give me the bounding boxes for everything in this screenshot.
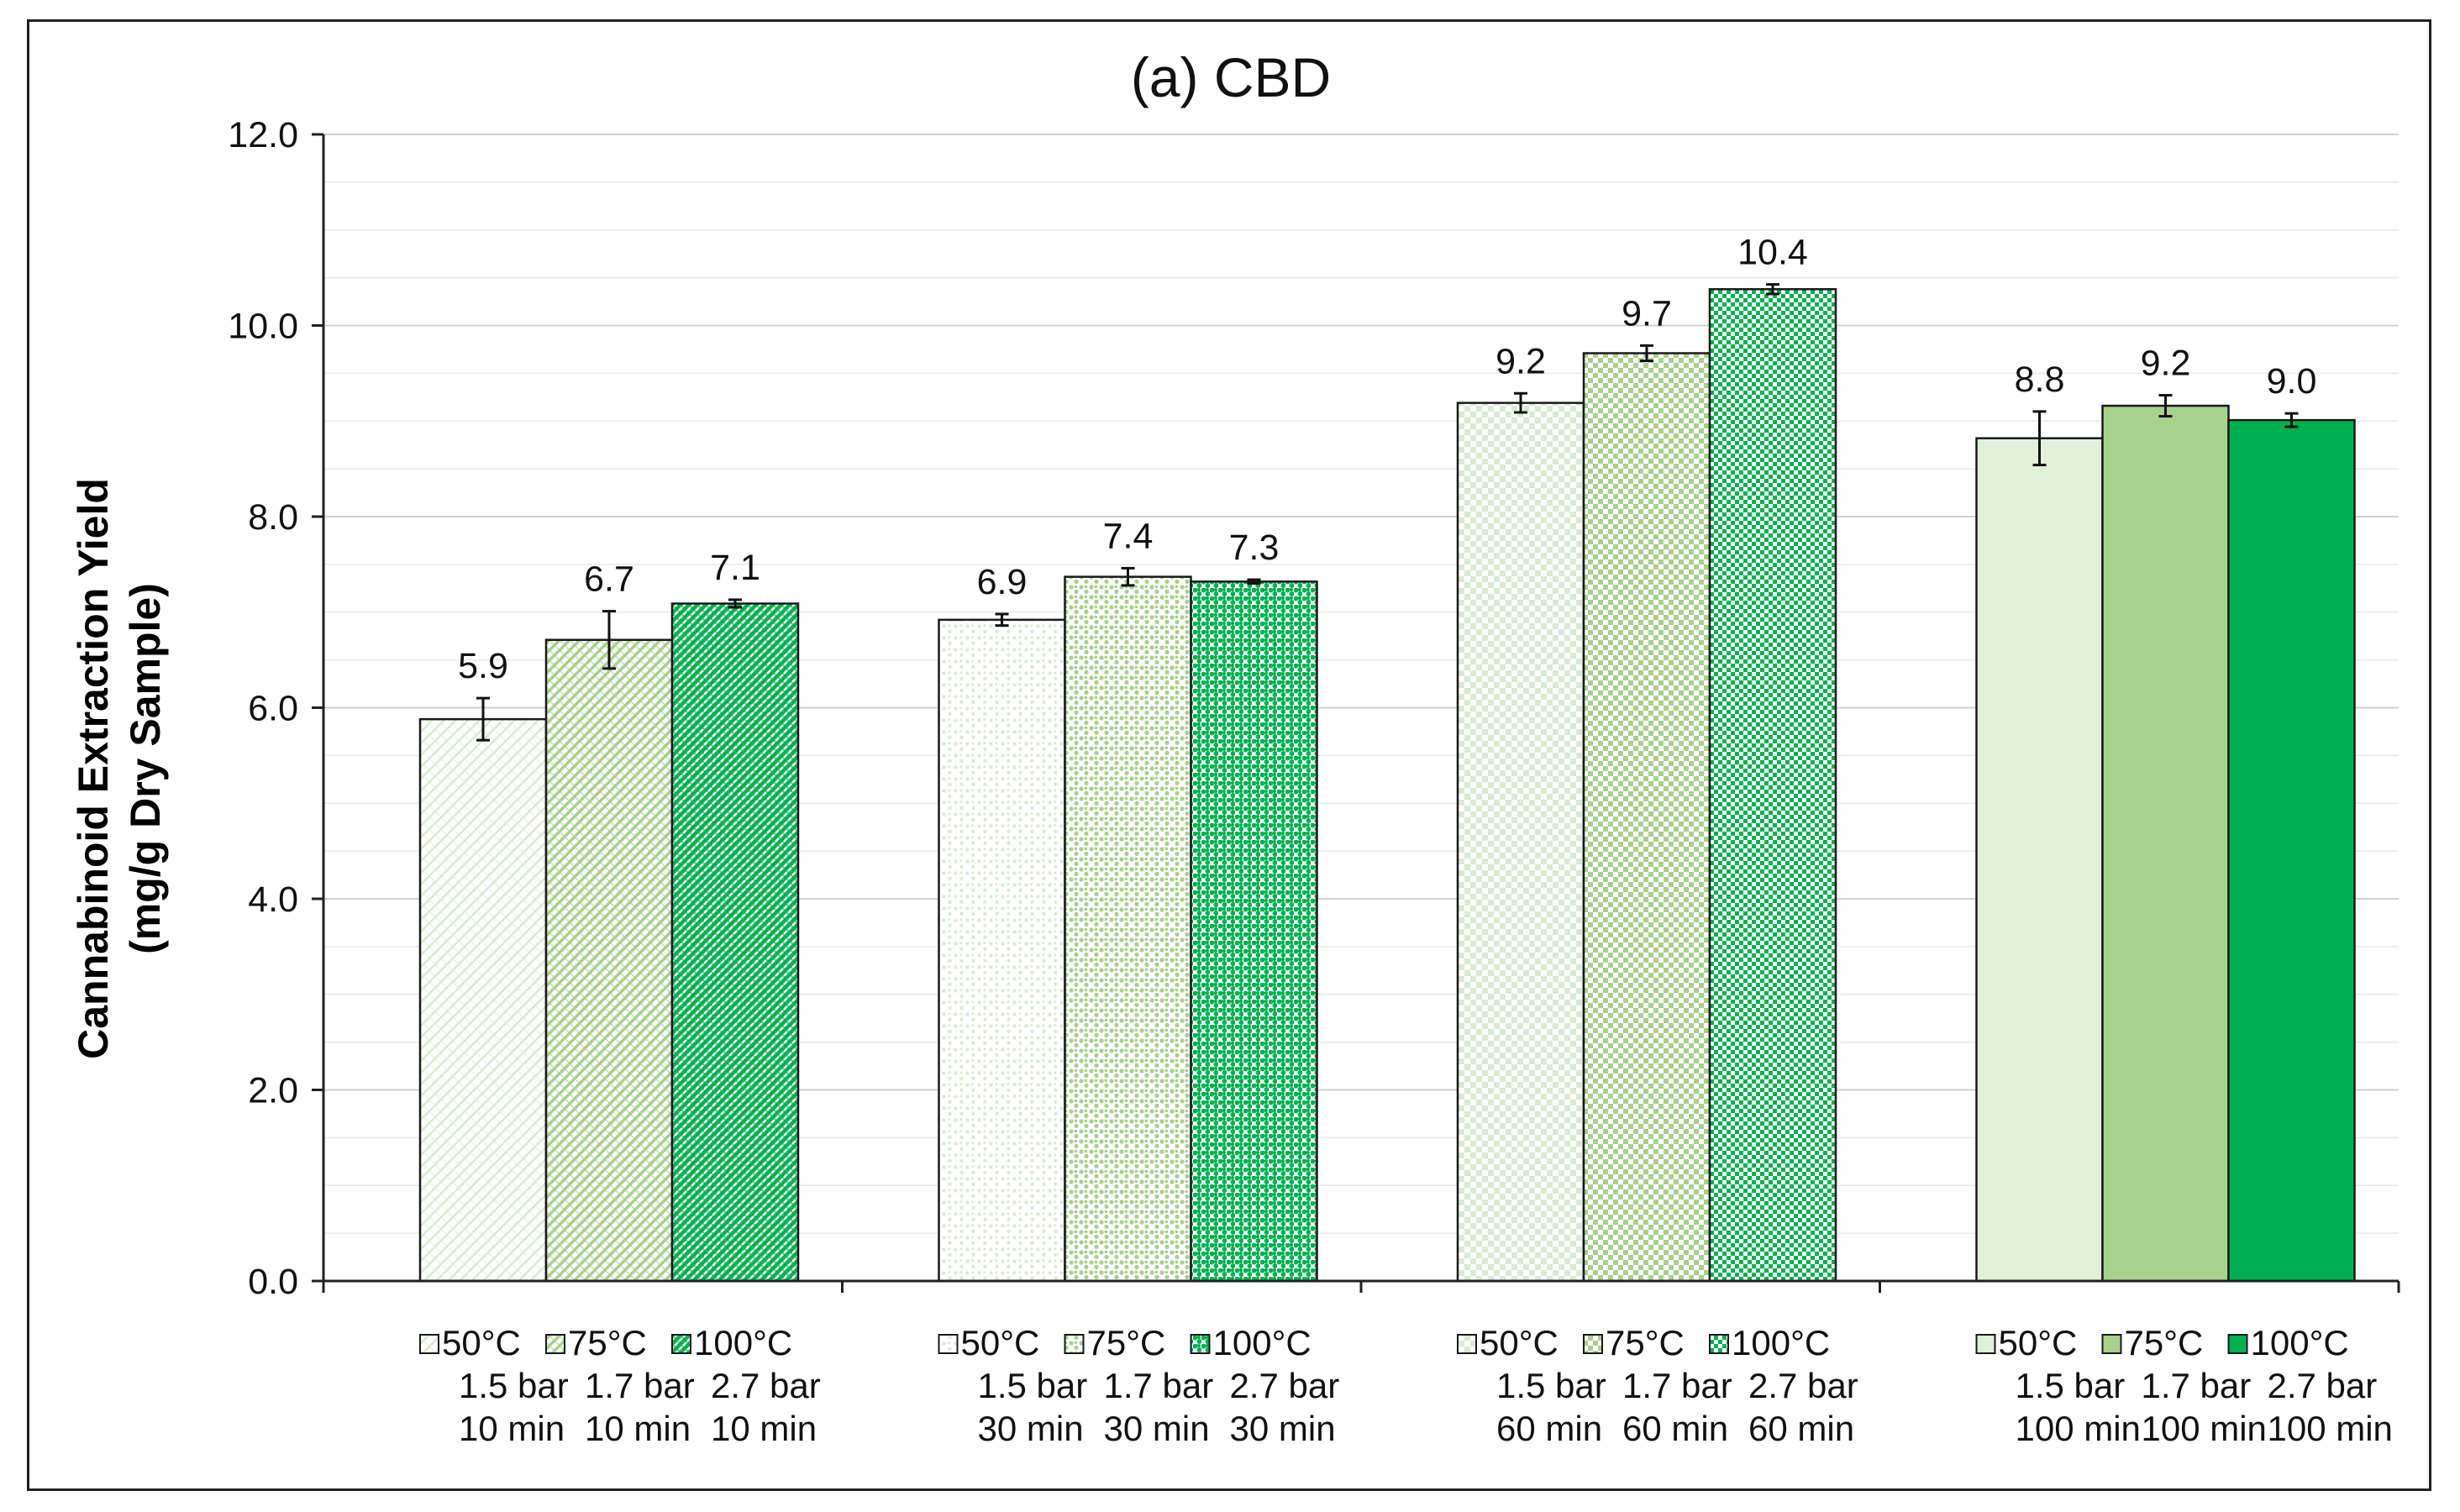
legend-swatch	[2227, 1334, 2248, 1354]
category-time: 10 min	[711, 1409, 817, 1448]
error-bar	[1247, 578, 1261, 585]
category-pressure: 1.5 bar	[459, 1366, 569, 1405]
bar	[544, 638, 674, 1283]
category-pressure: 2.7 bar	[2268, 1366, 2378, 1405]
category-pressure: 1.7 bar	[585, 1366, 695, 1405]
category-pressure: 2.7 bar	[1230, 1366, 1340, 1405]
y-tick-label: 2.0	[248, 1071, 298, 1111]
category-temperature: 50°C	[1999, 1323, 2078, 1362]
category-pressure: 1.7 bar	[2142, 1366, 2252, 1405]
data-label: 9.7	[1622, 293, 1672, 333]
data-label: 7.3	[1229, 528, 1280, 568]
category-temperature: 75°C	[2125, 1323, 2204, 1362]
data-label: 10.4	[1737, 233, 1808, 273]
category-temperature: 50°C	[961, 1323, 1040, 1362]
legend-swatch	[419, 1334, 439, 1354]
bar	[1456, 402, 1585, 1283]
category-temperature: 100°C	[1213, 1323, 1311, 1362]
legend-swatch	[938, 1334, 959, 1354]
legend-swatch	[545, 1334, 565, 1354]
bar	[1582, 352, 1711, 1283]
error-bar	[2032, 410, 2047, 467]
error-bar	[1640, 344, 1653, 363]
legend-swatch	[1709, 1334, 1729, 1354]
legend-swatch	[2101, 1334, 2122, 1354]
category-temperature: 75°C	[1087, 1323, 1166, 1362]
category-temperature: 50°C	[442, 1323, 521, 1362]
category-legend: 50°C 1.5 bar 10 min 75°C 1.7 bar 10 min 100°C 2…	[419, 1323, 2393, 1448]
category-temperature: 100°C	[2251, 1323, 2349, 1362]
error-bar	[2158, 394, 2173, 418]
bar	[670, 602, 800, 1283]
category-time: 30 min	[1104, 1409, 1210, 1448]
category-temperature: 100°C	[1732, 1323, 1830, 1362]
category-pressure: 1.7 bar	[1104, 1366, 1214, 1405]
category-pressure: 1.7 bar	[1622, 1366, 1732, 1405]
y-tick-label: 8.0	[248, 497, 298, 538]
y-tick-label: 4.0	[248, 879, 298, 920]
bar	[1064, 575, 1192, 1283]
category-pressure: 1.5 bar	[1496, 1366, 1606, 1405]
y-axis-label-line-2: (mg/g Dry Sample)	[122, 583, 169, 954]
category-time: 100 min	[2016, 1409, 2141, 1448]
bar	[938, 618, 1066, 1283]
category-temperature: 50°C	[1480, 1323, 1559, 1362]
category-time: 60 min	[1622, 1409, 1728, 1448]
error-bar	[728, 598, 742, 609]
legend-swatch	[1064, 1334, 1085, 1354]
y-tick-label: 0.0	[248, 1262, 298, 1302]
category-pressure: 2.7 bar	[1748, 1366, 1858, 1405]
error-bar	[602, 610, 616, 670]
bars: 5.9 6.7 7.1 6.9 7.4 7.3 9.2 9.7 10.4 8.8 9.2 9.0	[418, 233, 2356, 1283]
category-time: 100 min	[2142, 1409, 2267, 1448]
error-bar	[995, 612, 1009, 627]
category-pressure: 1.5 bar	[2016, 1366, 2126, 1405]
category-temperature: 75°C	[1606, 1323, 1685, 1362]
legend-swatch	[1457, 1334, 1477, 1354]
category-pressure: 2.7 bar	[711, 1366, 821, 1405]
bar	[1975, 437, 2104, 1283]
bar	[1190, 580, 1318, 1283]
category-time: 100 min	[2268, 1409, 2393, 1448]
legend-swatch	[671, 1334, 691, 1354]
data-label: 6.7	[584, 559, 634, 600]
category-temperature: 100°C	[694, 1323, 792, 1362]
category-time: 30 min	[978, 1409, 1084, 1448]
category-time: 60 min	[1748, 1409, 1854, 1448]
data-label: 7.4	[1103, 516, 1154, 556]
bar	[2227, 418, 2356, 1283]
data-label: 9.2	[1495, 341, 1546, 381]
error-bar	[476, 696, 490, 742]
data-label: 6.9	[977, 562, 1028, 602]
bar	[2101, 404, 2230, 1283]
legend-swatch	[1190, 1334, 1211, 1354]
bar	[418, 717, 548, 1283]
category-time: 30 min	[1230, 1409, 1336, 1448]
category-temperature: 75°C	[568, 1323, 647, 1362]
error-bar	[1766, 283, 1779, 296]
axes: 0.0 2.0 4.0 6.0 8.0 10.0 12.0	[228, 115, 2400, 1302]
bar	[1708, 288, 1837, 1283]
legend-swatch	[1975, 1334, 1996, 1354]
error-bar	[1121, 566, 1135, 587]
error-bar	[1514, 391, 1527, 414]
y-tick-label: 6.0	[248, 689, 298, 729]
category-time: 10 min	[585, 1409, 691, 1448]
error-bar	[2284, 412, 2299, 428]
data-label: 7.1	[710, 548, 760, 588]
data-label: 8.8	[2015, 360, 2065, 400]
category-pressure: 1.5 bar	[978, 1366, 1088, 1405]
chart-title: (a) CBD	[1131, 46, 1331, 108]
data-label: 9.0	[2267, 361, 2317, 402]
y-tick-label: 10.0	[228, 307, 298, 347]
category-time: 10 min	[459, 1409, 565, 1448]
y-tick-label: 12.0	[228, 115, 298, 155]
y-axis-label-line-1: Cannabinoid Extraction Yield	[70, 478, 117, 1059]
data-label: 9.2	[2141, 344, 2191, 384]
data-label: 5.9	[458, 646, 508, 686]
legend-swatch	[1583, 1334, 1603, 1354]
category-time: 60 min	[1496, 1409, 1602, 1448]
